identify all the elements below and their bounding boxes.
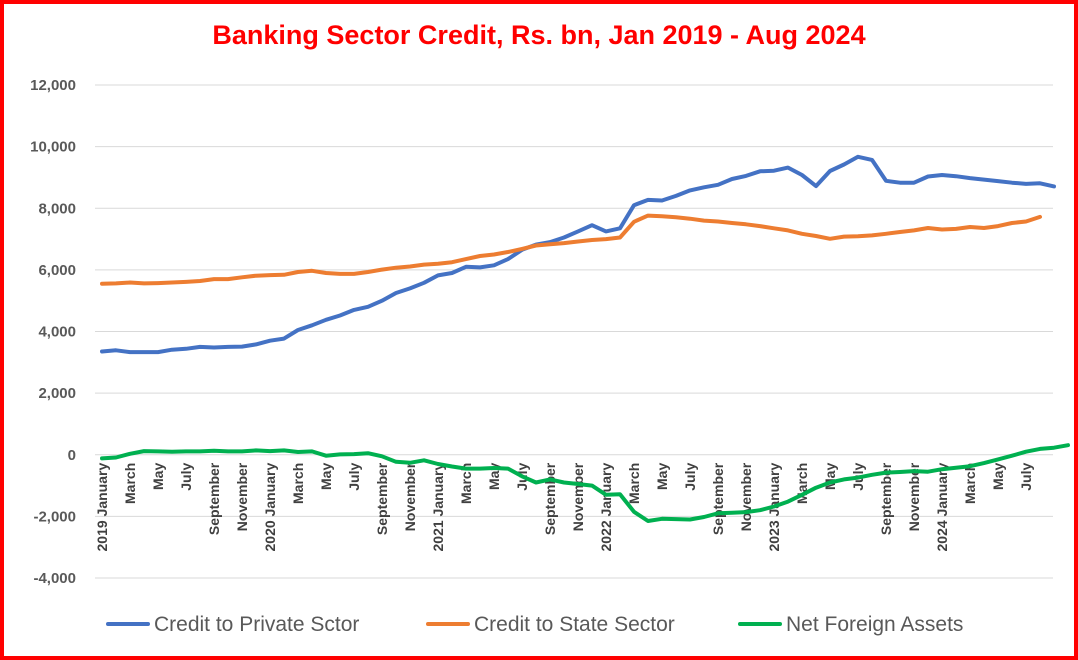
y-tick-label: 2,000	[38, 385, 76, 402]
chart-title: Banking Sector Credit, Rs. bn, Jan 2019 …	[212, 20, 866, 50]
x-tick-label: September	[206, 462, 222, 535]
x-tick-label: September	[542, 462, 558, 535]
x-tick-label: May	[150, 463, 166, 490]
legend-label: Credit to State Sector	[474, 613, 675, 636]
y-tick-label: -4,000	[33, 570, 76, 587]
x-tick-label: September	[374, 462, 390, 535]
y-tick-label: 10,000	[30, 139, 76, 156]
series-line	[100, 154, 1056, 355]
x-tick-label: September	[878, 462, 894, 535]
x-tick-label: July	[178, 463, 194, 491]
x-tick-label: July	[346, 463, 362, 491]
x-tick-label: March	[122, 463, 138, 504]
legend-label: Net Foreign Assets	[786, 613, 963, 636]
y-tick-label: 4,000	[38, 324, 76, 341]
y-tick-label: 8,000	[38, 200, 76, 217]
legend-label: Credit to Private Sctor	[154, 613, 359, 636]
series-line	[100, 213, 1042, 286]
x-tick-label: November	[738, 462, 754, 531]
x-tick-label: March	[626, 463, 642, 504]
x-tick-label: May	[654, 463, 670, 490]
x-tick-label: November	[906, 462, 922, 531]
x-tick-label: November	[402, 462, 418, 531]
y-tick-label: 0	[68, 447, 76, 464]
x-tick-label: September	[710, 462, 726, 535]
series-line	[100, 443, 1070, 523]
x-tick-label: May	[990, 463, 1006, 490]
y-tick-label: 6,000	[38, 262, 76, 279]
x-tick-label: July	[1018, 463, 1034, 491]
y-tick-label: -2,000	[33, 508, 76, 525]
x-tick-label: November	[234, 462, 250, 531]
y-tick-label: 12,000	[30, 77, 76, 94]
x-tick-label: 2022 January	[598, 463, 614, 552]
x-tick-label: May	[318, 463, 334, 490]
x-tick-label: November	[570, 462, 586, 531]
x-tick-label: March	[962, 463, 978, 504]
x-tick-label: July	[682, 463, 698, 491]
x-tick-label: 2020 January	[262, 463, 278, 552]
x-tick-label: 2024 January	[934, 463, 950, 552]
x-tick-label: 2021 January	[430, 463, 446, 552]
x-tick-label: 2019 January	[94, 463, 110, 552]
x-tick-label: March	[458, 463, 474, 504]
x-tick-label: March	[290, 463, 306, 504]
